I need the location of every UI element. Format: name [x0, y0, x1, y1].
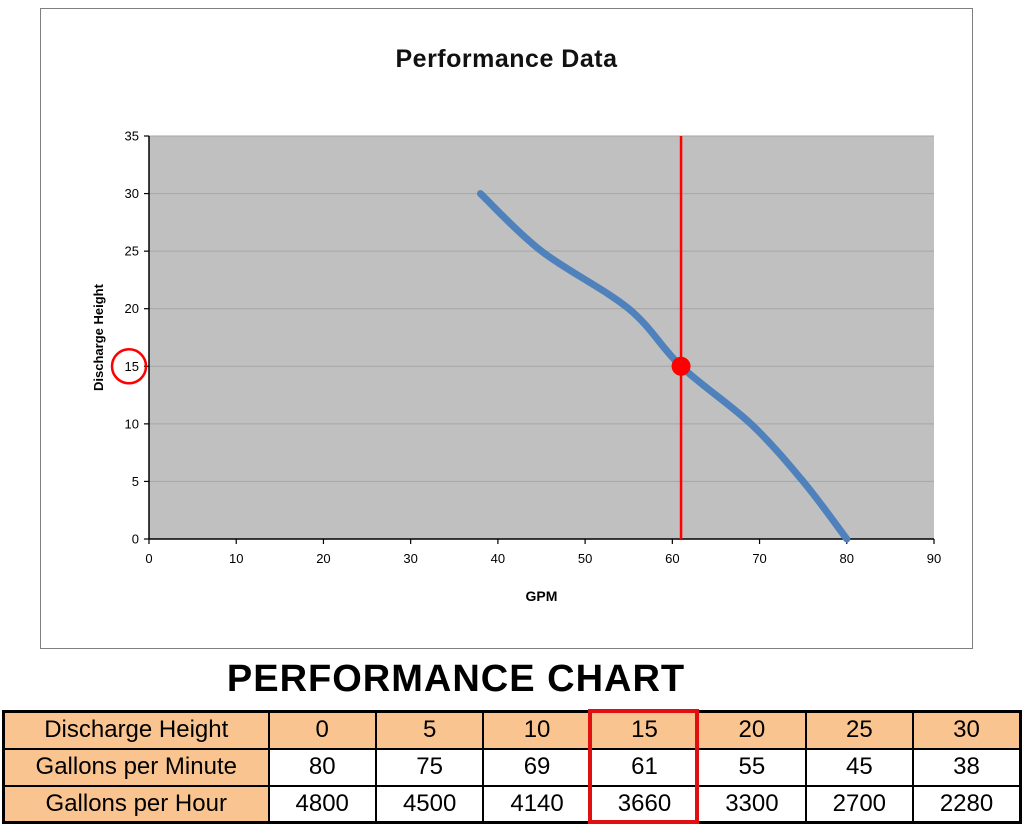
table-cell: 75 — [374, 747, 485, 787]
y-tick-label: 20 — [125, 301, 139, 316]
table-cell: 80 — [267, 747, 377, 787]
performance-chart: 0 5 10 15 20 25 30 35 0 10 20 30 40 50 60 70 80 90 Dischar… — [91, 129, 941, 605]
circled-tick-annotation — [110, 348, 148, 385]
performance-table: Discharge Height 0 5 10 15 20 25 30 Gallons per … — [2, 710, 1022, 824]
table-title: PERFORMANCE CHART — [226, 658, 686, 700]
table-row: Discharge Height 0 5 10 15 20 25 30 — [2, 710, 1022, 750]
y-tick-label: 30 — [125, 186, 139, 201]
x-tick-label: 30 — [403, 551, 417, 566]
plot-area — [149, 136, 934, 539]
y-tick-label: 10 — [125, 416, 139, 431]
table-cell: 4800 — [267, 784, 377, 824]
x-tick-label: 40 — [491, 551, 505, 566]
y-axis-title: Discharge Height — [91, 283, 106, 391]
table-cell: 25 — [804, 710, 915, 750]
table-cell: 45 — [804, 747, 915, 787]
table-row: Gallons per Hour 4800 4500 4140 3660 3300 2700… — [2, 784, 1022, 824]
table-cell: 15 — [589, 710, 700, 750]
chart-title: Performance Data — [395, 45, 618, 73]
table-cell: 0 — [267, 710, 377, 750]
table-cell: 2280 — [912, 784, 1022, 824]
x-tick-label: 50 — [578, 551, 592, 566]
table-cell: 3660 — [589, 784, 700, 824]
y-tick-label: 35 — [125, 129, 139, 144]
x-tick-label: 90 — [927, 551, 941, 566]
table-cell: 4500 — [374, 784, 485, 824]
table-cell: 20 — [697, 710, 807, 750]
table-cell: 3300 — [697, 784, 807, 824]
y-tick-label: 15 — [125, 359, 139, 374]
table-row: Gallons per Minute 80 75 69 61 55 45 38 — [2, 747, 1022, 787]
row-label: Gallons per Hour — [2, 784, 270, 824]
table-cell: 5 — [374, 710, 485, 750]
x-tick-label: 70 — [752, 551, 766, 566]
x-tick-label: 80 — [840, 551, 854, 566]
selection-point — [671, 356, 691, 376]
x-tick-label: 0 — [145, 551, 152, 566]
table-cell: 30 — [912, 710, 1022, 750]
table-cell: 61 — [589, 747, 700, 787]
row-label: Gallons per Minute — [2, 747, 270, 787]
y-tick-label: 5 — [132, 474, 139, 489]
performance-chart-panel: 0 5 10 15 20 25 30 35 0 10 20 30 40 50 60 70 80 90 Dischar… — [40, 8, 973, 649]
x-tick-label: 10 — [229, 551, 243, 566]
x-tick-label: 60 — [665, 551, 679, 566]
table-cell: 55 — [697, 747, 807, 787]
table-cell: 4140 — [482, 784, 592, 824]
x-tick-label: 20 — [316, 551, 330, 566]
table-cell: 38 — [912, 747, 1022, 787]
x-axis-title: GPM — [526, 588, 558, 604]
y-tick-label: 0 — [132, 532, 139, 547]
y-tick-label: 25 — [125, 244, 139, 259]
table-cell: 69 — [482, 747, 592, 787]
row-label: Discharge Height — [2, 710, 270, 750]
table-cell: 10 — [482, 710, 592, 750]
table-cell: 2700 — [804, 784, 915, 824]
